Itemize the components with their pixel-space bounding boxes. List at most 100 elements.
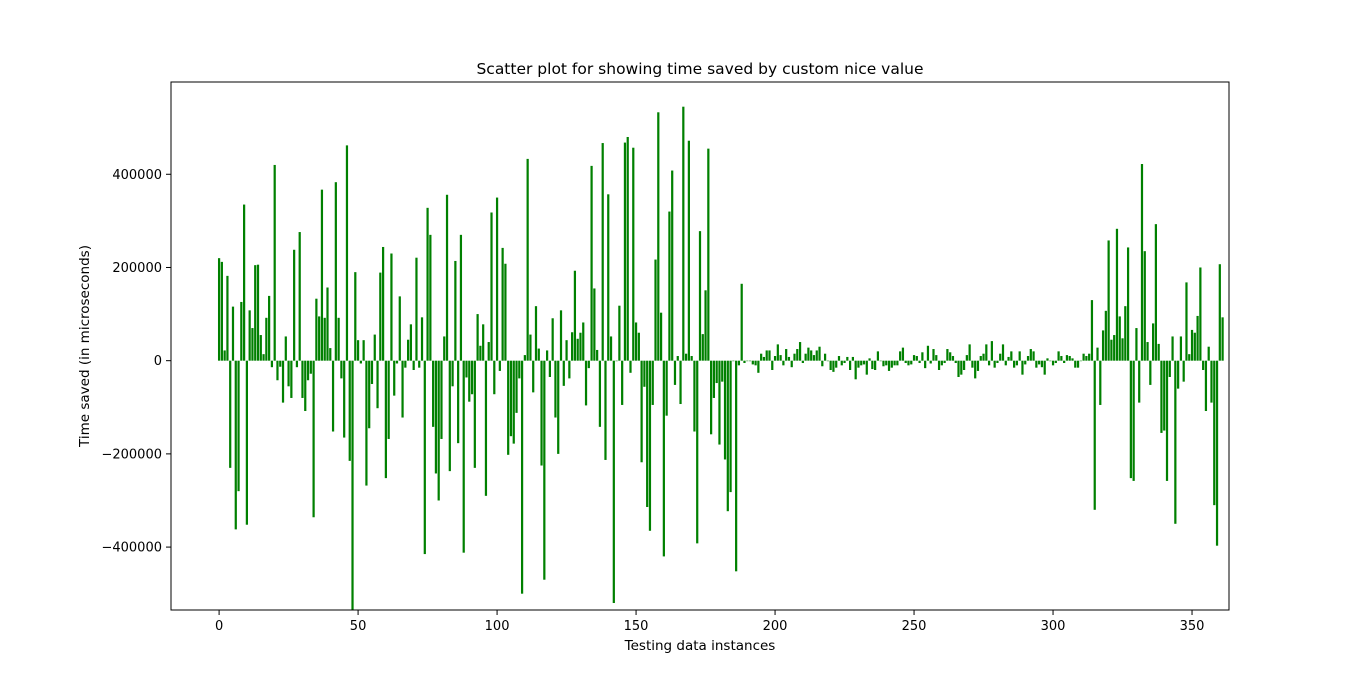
bar (1018, 351, 1021, 361)
bar (532, 360, 535, 393)
bar (576, 338, 579, 361)
x-tick-label: 300 (1041, 619, 1066, 634)
bar (835, 360, 838, 368)
bar (473, 360, 476, 468)
y-tick-label: 0 (154, 354, 162, 369)
bar (301, 360, 304, 398)
bar (551, 318, 554, 361)
bar (712, 360, 716, 398)
bar (365, 360, 368, 486)
bar (1174, 360, 1177, 524)
bar (498, 360, 501, 371)
bar (985, 344, 988, 361)
bar (729, 360, 732, 493)
bar (1029, 349, 1032, 361)
bar (665, 360, 668, 416)
bar (523, 355, 526, 361)
bar (1054, 360, 1057, 364)
bar (276, 360, 279, 381)
bar (634, 322, 638, 361)
bar (1115, 228, 1119, 361)
bar (437, 360, 440, 501)
bar (890, 360, 893, 368)
bar (543, 360, 546, 580)
bar (1090, 300, 1094, 361)
bar (331, 360, 335, 432)
bar (534, 306, 538, 361)
bar (359, 360, 362, 364)
bar (398, 296, 401, 361)
bar (1182, 360, 1185, 382)
bar (476, 314, 479, 361)
bar (793, 353, 796, 361)
bar (1010, 351, 1013, 361)
bar (390, 253, 393, 361)
bar (354, 272, 357, 361)
bar (996, 360, 999, 364)
bar (409, 324, 413, 361)
bar (295, 360, 299, 368)
bar (345, 145, 349, 361)
bar (1157, 343, 1160, 361)
bar (1210, 360, 1213, 403)
bar (334, 182, 337, 361)
bar (251, 328, 254, 361)
bar (1118, 316, 1121, 361)
bar (776, 344, 779, 361)
bar (682, 106, 685, 361)
bar (426, 207, 429, 361)
bar (832, 360, 835, 372)
bar (1149, 360, 1152, 385)
bar (962, 360, 966, 370)
bar (965, 355, 968, 361)
bar (621, 360, 624, 405)
bar (259, 335, 262, 361)
bar (857, 360, 860, 368)
bar (434, 360, 438, 474)
bar (223, 350, 226, 361)
bar (1204, 360, 1208, 412)
bar (262, 354, 265, 361)
bar (1202, 360, 1205, 370)
bar (1104, 310, 1107, 361)
bar (823, 353, 827, 361)
bar (1035, 360, 1038, 368)
bar (907, 360, 910, 366)
bar (723, 360, 727, 460)
bar (468, 360, 471, 402)
bar (217, 258, 221, 361)
bar (287, 360, 290, 387)
bar (590, 165, 593, 361)
bar (737, 360, 741, 366)
bar (487, 342, 490, 361)
bar (1171, 336, 1174, 361)
bar (926, 345, 930, 361)
bar (1076, 360, 1080, 368)
bar (407, 339, 410, 361)
bar (874, 360, 877, 370)
bar (290, 360, 293, 398)
bar (273, 164, 276, 361)
bar (507, 360, 510, 455)
bar (687, 140, 690, 361)
bar (651, 360, 654, 405)
bar (710, 360, 713, 435)
bar (829, 360, 832, 370)
bar (1099, 360, 1102, 405)
bar (1126, 247, 1130, 361)
bar (309, 360, 312, 374)
bar (1121, 338, 1124, 361)
bar (315, 298, 318, 361)
bar (368, 360, 371, 429)
bar (515, 360, 518, 413)
bar (1085, 356, 1088, 361)
bar (1138, 360, 1141, 403)
bar (721, 360, 724, 382)
bar (1068, 356, 1071, 361)
bar (470, 360, 474, 395)
bar (812, 355, 816, 361)
bar (1110, 339, 1113, 361)
bar (810, 350, 813, 361)
bar (1049, 360, 1052, 362)
